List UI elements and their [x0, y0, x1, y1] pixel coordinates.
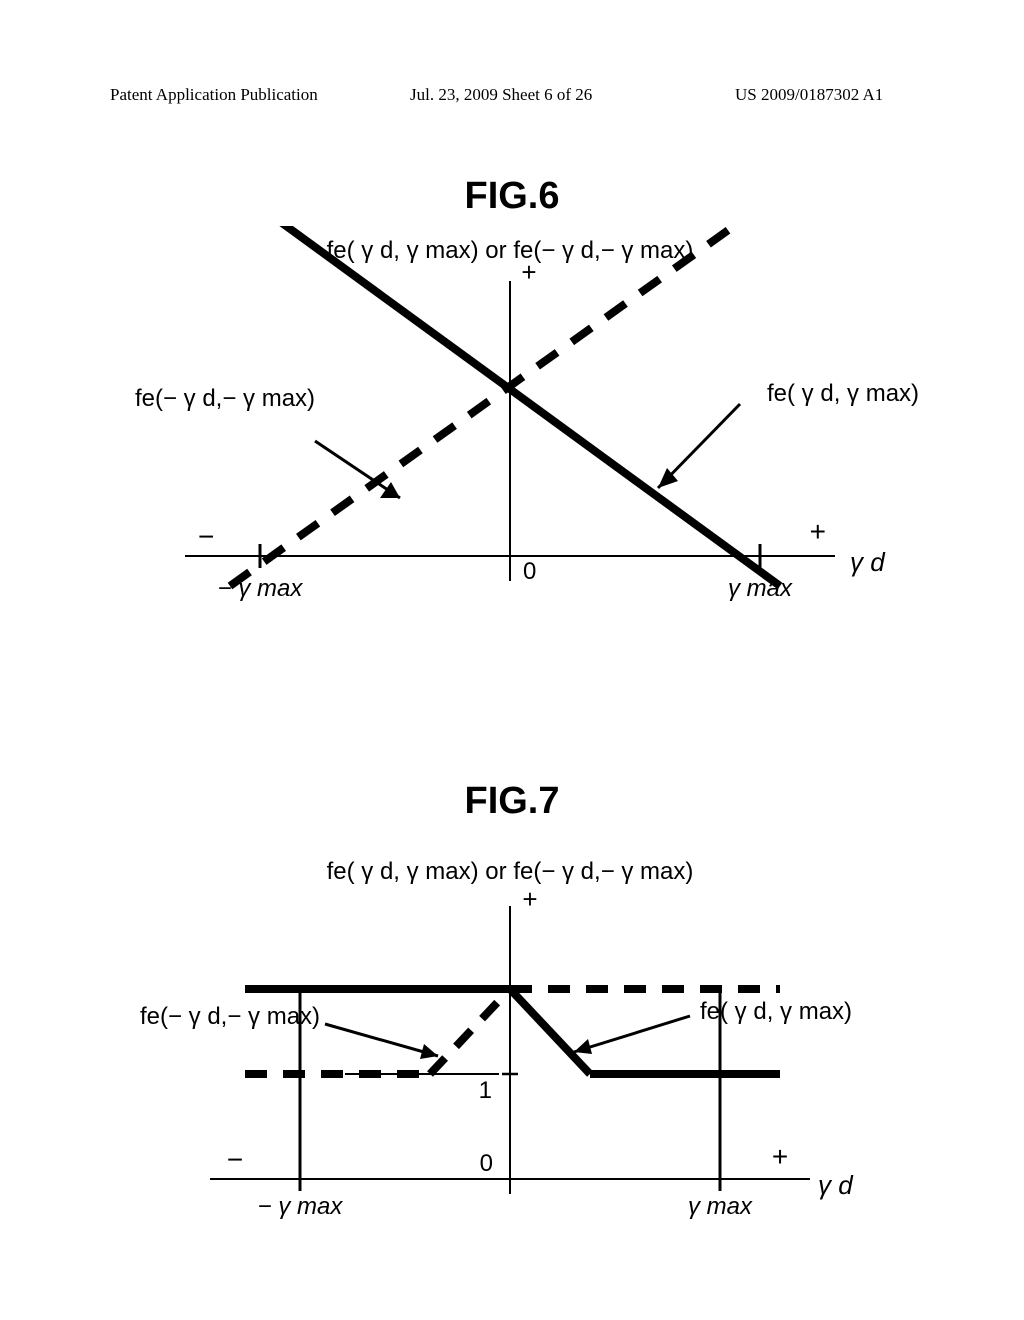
fig7-yaxis-label: fe( γ d, γ max) or fe(− γ d,− γ max): [327, 858, 694, 885]
fig6-chart: fe( γ d, γ max) or fe(− γ d,− γ max) + +…: [0, 226, 1024, 686]
fig7-plus-x: +: [772, 1141, 788, 1172]
fig6-tick-pos-label: γ max: [728, 575, 793, 602]
fig6-label: FIG.6: [0, 175, 1024, 218]
fig6-zero: 0: [523, 558, 536, 585]
fig7-label-left: fe(− γ d,− γ max): [140, 1003, 320, 1030]
fig7-minus-x: −: [227, 1144, 243, 1175]
fig7-label-right: fe( γ d, γ max): [700, 998, 852, 1025]
fig7-xaxis-label: γ d: [818, 1170, 854, 1200]
fig6-plus-x: +: [810, 516, 826, 547]
fig6-xaxis-label: γ d: [850, 547, 886, 577]
header-right: US 2009/0187302 A1: [735, 85, 883, 105]
arrow-to-solid-7: [574, 1016, 690, 1054]
figure-7: FIG.7: [0, 780, 1024, 1230]
fig7-chart: fe( γ d, γ max) or fe(− γ d,− γ max) + 1…: [0, 829, 1024, 1229]
fig6-label-right: fe( γ d, γ max): [767, 380, 919, 407]
fig7-one: 1: [479, 1077, 492, 1104]
arrow-to-solid: [658, 404, 740, 488]
fig7-plus-y: +: [522, 884, 537, 914]
figure-6: FIG.6 fe( γ d, γ max) or fe(− γ d,− γ: [0, 175, 1024, 695]
fig6-label-left: fe(− γ d,− γ max): [135, 385, 315, 412]
fig6-plus-y: +: [521, 257, 536, 287]
header-left: Patent Application Publication: [110, 85, 318, 105]
arrow-to-dashed-7: [325, 1024, 438, 1059]
dashed-slope: [430, 989, 510, 1074]
fig7-label: FIG.7: [0, 780, 1024, 823]
fig6-minus-x: −: [198, 521, 214, 552]
solid-slope: [510, 989, 590, 1074]
fig6-yaxis-label: fe( γ d, γ max) or fe(− γ d,− γ max): [327, 237, 694, 264]
arrow-to-dashed: [315, 441, 400, 498]
fig7-tick-neg-label: − γ max: [258, 1193, 344, 1220]
fig7-tick-pos-label: γ max: [688, 1193, 753, 1220]
solid-line: [245, 226, 780, 586]
fig6-tick-neg-label: − γ max: [218, 575, 304, 602]
fig7-zero: 0: [480, 1150, 493, 1177]
header-center: Jul. 23, 2009 Sheet 6 of 26: [410, 85, 592, 105]
